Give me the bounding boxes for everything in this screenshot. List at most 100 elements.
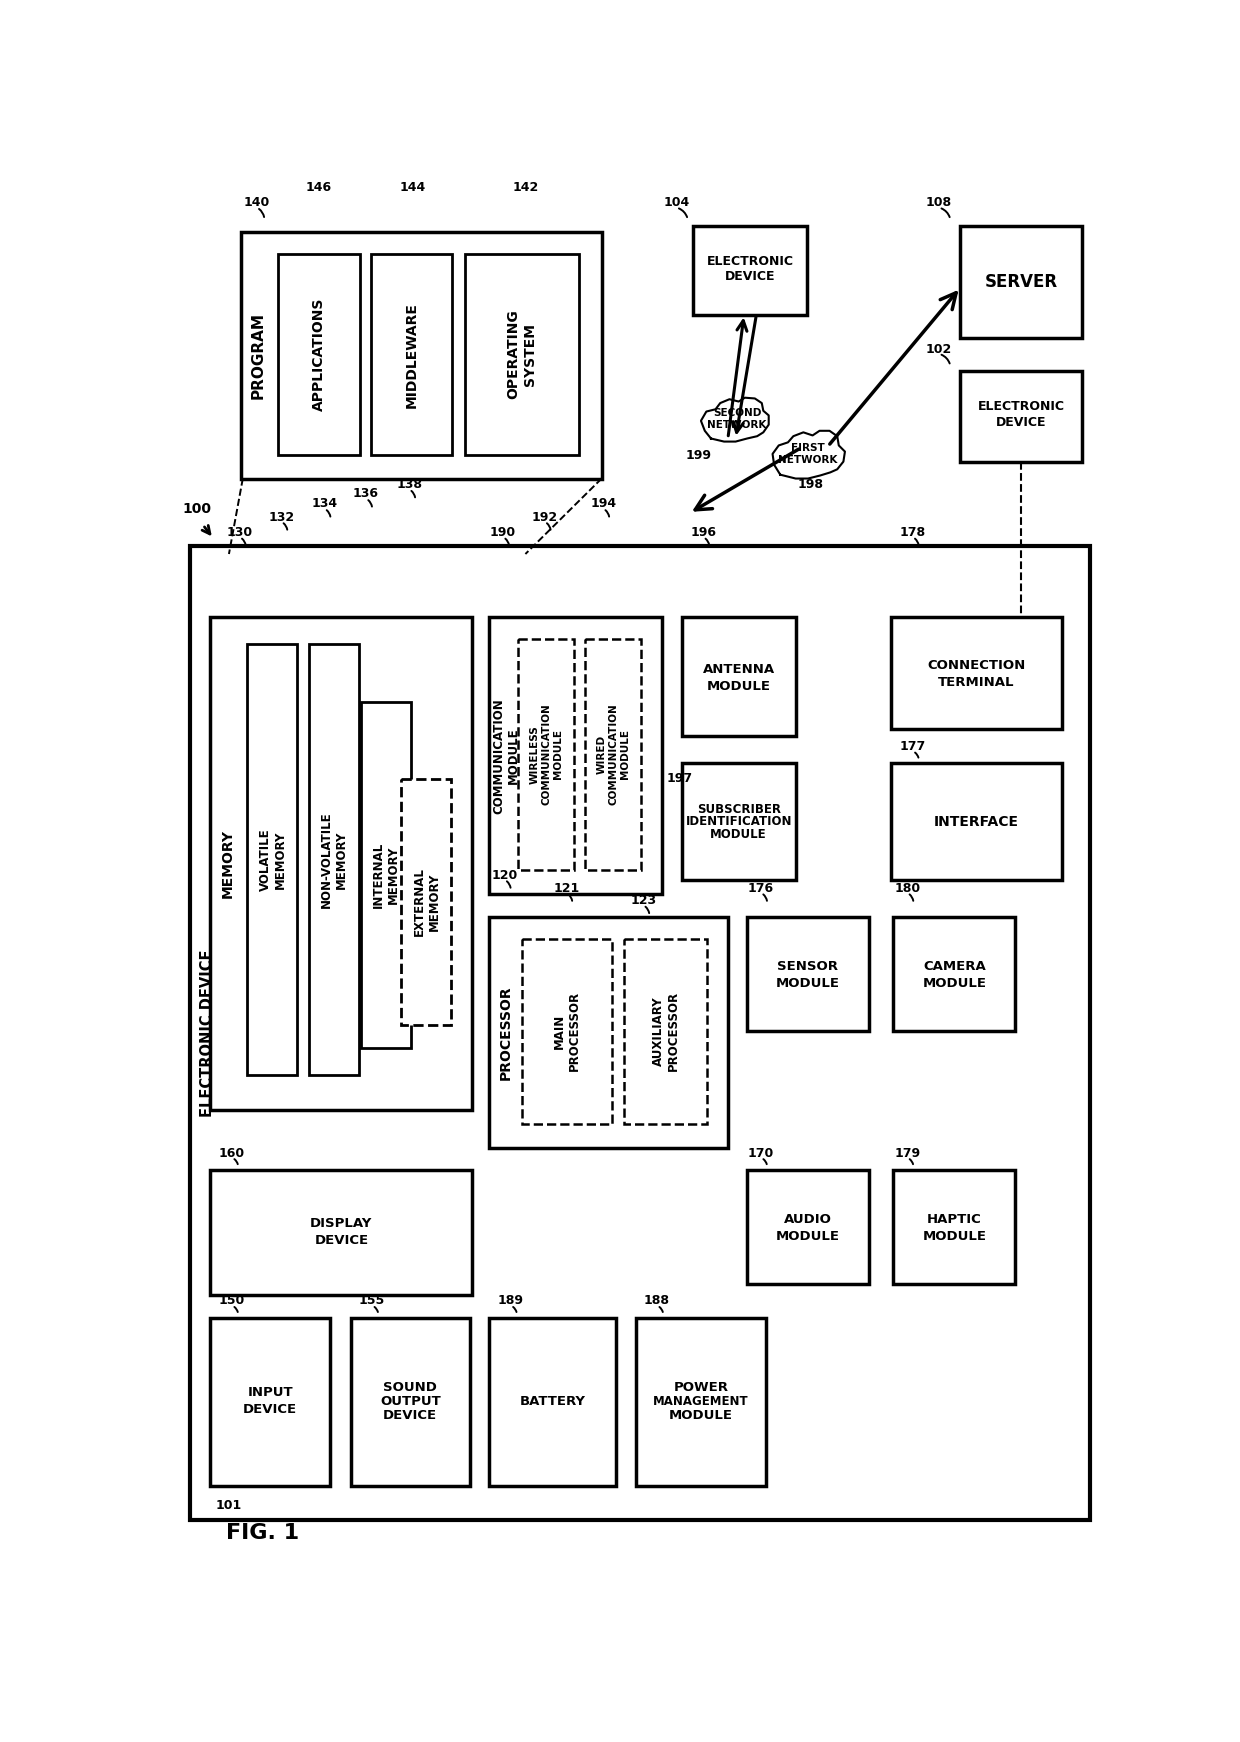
Text: SERVER: SERVER	[985, 273, 1058, 291]
Bar	[518, 639, 574, 869]
Text: 101: 101	[215, 1500, 242, 1512]
Text: 170: 170	[748, 1146, 774, 1160]
Text: 104: 104	[663, 197, 689, 209]
Text: SOUND: SOUND	[383, 1381, 438, 1394]
Text: WIRELESS
COMMUNICATION
MODULE: WIRELESS COMMUNICATION MODULE	[529, 704, 563, 805]
Bar	[211, 1171, 472, 1294]
Text: ANTENNA: ANTENNA	[703, 662, 775, 676]
Text: 194: 194	[590, 498, 616, 510]
Bar	[522, 939, 613, 1124]
Text: FIG. 1: FIG. 1	[226, 1524, 299, 1543]
Text: ELECTRONIC: ELECTRONIC	[978, 401, 1065, 413]
Text: APPLICATIONS: APPLICATIONS	[312, 298, 326, 411]
Text: OPERATING
SYSTEM: OPERATING SYSTEM	[506, 310, 537, 399]
Text: 177: 177	[899, 740, 926, 753]
Text: MODULE: MODULE	[711, 827, 768, 841]
Text: MODULE: MODULE	[776, 977, 839, 989]
Text: MODULE: MODULE	[707, 679, 771, 693]
Text: CAMERA: CAMERA	[923, 960, 986, 974]
Bar	[961, 226, 1083, 338]
Bar	[211, 1319, 330, 1486]
Text: 138: 138	[396, 479, 422, 491]
Text: 188: 188	[644, 1294, 670, 1308]
Text: FIRST
NETWORK: FIRST NETWORK	[779, 442, 838, 465]
Text: 144: 144	[399, 181, 425, 193]
Bar	[402, 779, 451, 1026]
Text: 180: 180	[894, 881, 920, 895]
Bar	[682, 763, 796, 880]
Text: DEVICE: DEVICE	[383, 1409, 438, 1421]
Text: ELECTRONIC DEVICE: ELECTRONIC DEVICE	[200, 949, 215, 1117]
Bar	[892, 763, 1063, 880]
Text: 150: 150	[219, 1294, 246, 1308]
Bar	[894, 1171, 1016, 1284]
Text: CONNECTION: CONNECTION	[928, 658, 1025, 672]
Text: HAPTIC: HAPTIC	[928, 1212, 982, 1226]
Bar	[351, 1319, 470, 1486]
Text: MAIN
PROCESSOR: MAIN PROCESSOR	[553, 991, 582, 1071]
Text: 120: 120	[491, 869, 518, 881]
Text: 198: 198	[799, 479, 825, 491]
Text: TERMINAL: TERMINAL	[939, 676, 1014, 688]
Text: OUTPUT: OUTPUT	[379, 1395, 440, 1408]
Text: SENSOR: SENSOR	[777, 960, 838, 974]
Bar	[892, 617, 1063, 728]
Text: 160: 160	[219, 1146, 246, 1160]
Text: EXTERNAL
MEMORY: EXTERNAL MEMORY	[413, 868, 440, 937]
Bar	[248, 645, 298, 1075]
Text: WIRED
COMMUNICATION
MODULE: WIRED COMMUNICATION MODULE	[596, 704, 630, 805]
Text: 176: 176	[748, 881, 774, 895]
Text: MANAGEMENT: MANAGEMENT	[653, 1395, 749, 1408]
Text: 179: 179	[894, 1146, 920, 1160]
Bar	[961, 371, 1083, 462]
Text: NON-VOLATILE
MEMORY: NON-VOLATILE MEMORY	[320, 812, 348, 908]
Text: PROGRAM: PROGRAM	[250, 312, 265, 399]
Bar	[465, 254, 579, 455]
Text: 189: 189	[497, 1294, 523, 1308]
Text: SUBSCRIBER: SUBSCRIBER	[697, 803, 781, 817]
Text: 140: 140	[243, 197, 270, 209]
Text: 178: 178	[900, 526, 926, 538]
Text: MEMORY: MEMORY	[221, 829, 234, 899]
Text: PROCESSOR: PROCESSOR	[500, 986, 513, 1080]
Text: 142: 142	[513, 181, 539, 193]
Text: 196: 196	[691, 526, 717, 538]
Text: MODULE: MODULE	[776, 1230, 839, 1242]
Bar	[278, 254, 360, 455]
Text: BATTERY: BATTERY	[520, 1395, 585, 1408]
Text: SECOND
NETWORK: SECOND NETWORK	[708, 408, 766, 430]
Text: DEVICE: DEVICE	[314, 1233, 368, 1247]
Bar	[211, 617, 472, 1110]
Text: 123: 123	[630, 894, 656, 908]
Bar	[748, 918, 869, 1031]
Bar	[490, 1319, 616, 1486]
Text: DEVICE: DEVICE	[725, 270, 775, 282]
Bar	[490, 617, 662, 894]
Bar	[490, 918, 728, 1148]
Bar	[585, 639, 641, 869]
Text: 190: 190	[490, 526, 516, 538]
Bar	[624, 939, 707, 1124]
Text: MODULE: MODULE	[923, 977, 986, 989]
Text: DEVICE: DEVICE	[243, 1402, 298, 1416]
Text: INTERFACE: INTERFACE	[934, 815, 1019, 829]
Bar	[693, 226, 807, 315]
Text: 108: 108	[926, 197, 952, 209]
Text: 121: 121	[553, 881, 579, 895]
Bar	[361, 702, 410, 1049]
Text: COMMUNICATION
MODULE: COMMUNICATION MODULE	[492, 699, 520, 814]
Text: 136: 136	[353, 488, 379, 500]
Text: INPUT: INPUT	[247, 1387, 293, 1399]
Bar	[635, 1319, 766, 1486]
Text: DISPLAY: DISPLAY	[310, 1216, 372, 1230]
Text: 130: 130	[227, 526, 253, 538]
Text: MODULE: MODULE	[923, 1230, 986, 1242]
Bar	[191, 547, 1090, 1519]
Text: 155: 155	[360, 1294, 386, 1308]
Bar	[242, 232, 601, 479]
Text: DEVICE: DEVICE	[996, 416, 1047, 429]
Text: 102: 102	[926, 343, 952, 355]
Bar	[894, 918, 1016, 1031]
Bar	[309, 645, 360, 1075]
Polygon shape	[701, 397, 769, 441]
